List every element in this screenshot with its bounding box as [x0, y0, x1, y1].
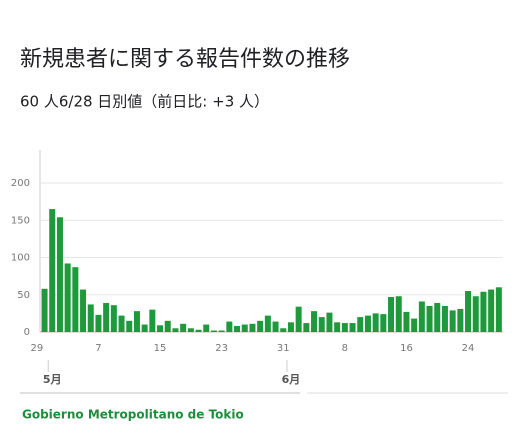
- bar: [110, 305, 117, 332]
- bar: [380, 314, 387, 332]
- bar: [318, 317, 325, 332]
- bar: [157, 325, 164, 332]
- bar: [241, 324, 248, 332]
- bar: [210, 330, 217, 332]
- bar: [203, 324, 210, 332]
- x-tick-label: 15: [154, 343, 167, 354]
- bar: [64, 263, 71, 332]
- chart-subtitle: 60 人6/28 日別値（前日比: +3 人）: [20, 93, 269, 111]
- bar: [264, 315, 271, 332]
- bar: [72, 267, 79, 332]
- bar: [126, 320, 133, 332]
- bar: [41, 288, 48, 332]
- bar: [49, 209, 56, 332]
- bar: [180, 323, 187, 332]
- chart-title: 新規患者に関する報告件数の推移: [20, 47, 350, 72]
- bar: [80, 289, 87, 332]
- bar: [357, 317, 364, 332]
- bar: [403, 311, 410, 332]
- bar: [472, 296, 479, 332]
- bar: [164, 320, 171, 332]
- bar: [480, 291, 487, 332]
- bar: [364, 315, 371, 332]
- bar: [249, 323, 256, 332]
- bar: [287, 322, 294, 332]
- bar: [133, 311, 140, 332]
- bar: [295, 306, 302, 332]
- x-tick-label: 29: [30, 343, 43, 354]
- bar: [226, 321, 233, 332]
- bar: [388, 296, 395, 332]
- bar: [141, 324, 148, 332]
- bar: [372, 313, 379, 332]
- bar: [395, 296, 402, 332]
- bar: [457, 308, 464, 332]
- source: Gobierno Metropolitano de Tokio: [22, 408, 244, 422]
- bar: [149, 309, 156, 332]
- x-tick-label: 16: [400, 343, 413, 354]
- y-tick-label: 100: [11, 253, 30, 264]
- bar: [103, 302, 110, 332]
- bar: [465, 291, 472, 332]
- bar: [280, 328, 287, 332]
- bar: [311, 311, 318, 332]
- bar: [349, 323, 356, 332]
- bar: [441, 305, 448, 332]
- y-tick-label: 0: [24, 327, 30, 338]
- bar: [56, 217, 63, 332]
- bar: [187, 328, 194, 332]
- bar: [95, 314, 102, 332]
- bar: [87, 304, 94, 332]
- bar: [234, 326, 241, 332]
- x-tick-label: 8: [342, 343, 348, 354]
- x-tick-label: 7: [95, 343, 101, 354]
- bar: [334, 322, 341, 332]
- bar: [272, 321, 279, 332]
- bar: [418, 301, 425, 332]
- y-tick-label: 50: [17, 290, 30, 301]
- bar: [434, 302, 441, 332]
- x-tick-label: 31: [277, 343, 290, 354]
- bar: [341, 323, 348, 332]
- bar: [195, 329, 202, 332]
- x-tick-label: 24: [462, 343, 475, 354]
- bar: [172, 328, 179, 332]
- bar: [426, 305, 433, 332]
- y-tick-label: 150: [11, 215, 30, 226]
- bar: [326, 312, 333, 332]
- bar: [257, 320, 264, 332]
- bar: [495, 287, 502, 332]
- bar: [411, 318, 418, 332]
- bar: [449, 310, 456, 332]
- x-tick-label: 23: [215, 343, 228, 354]
- month-label: 5月: [43, 373, 62, 386]
- bar: [118, 315, 125, 332]
- month-label: 6月: [282, 373, 301, 386]
- bar: [303, 323, 310, 332]
- y-tick-label: 200: [11, 178, 30, 189]
- bar: [218, 330, 225, 332]
- bar: [488, 289, 495, 332]
